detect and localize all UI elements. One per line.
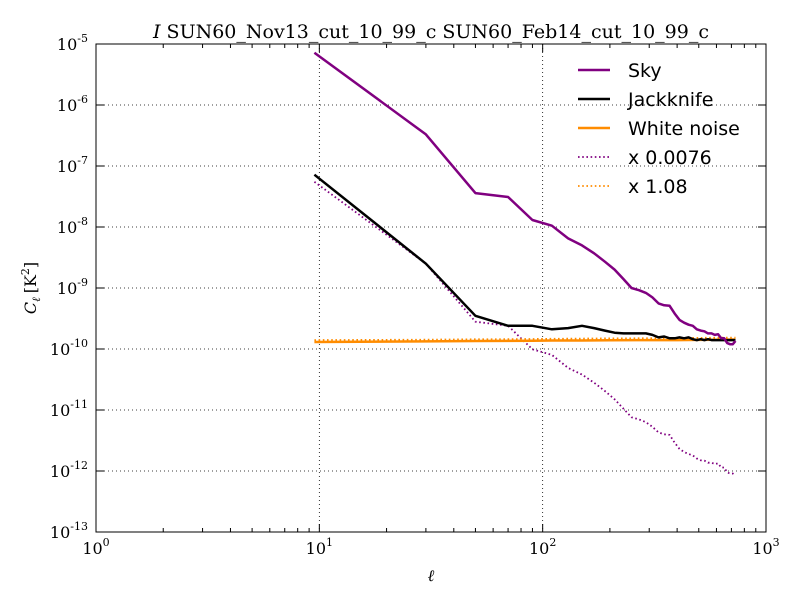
y-tick-base: 10 <box>50 523 70 542</box>
x-tick-label: 102 <box>529 536 556 558</box>
series-line-x-1-08 <box>314 336 736 342</box>
y-tick-base: 10 <box>57 279 77 298</box>
x-tick-exp: 1 <box>326 536 333 549</box>
y-axis-label-bracket-open: [K <box>21 274 40 293</box>
y-tick-base: 10 <box>50 340 70 359</box>
y-tick-exp: -8 <box>77 215 88 228</box>
y-tick-exp: -12 <box>70 459 88 472</box>
y-tick-label: 10-13 <box>50 520 88 542</box>
y-tick-exp: -11 <box>70 398 88 411</box>
grid <box>96 44 766 532</box>
y-tick-exp: -6 <box>77 93 88 106</box>
series-line-jackknife <box>313 173 736 342</box>
y-tick-label: 10-5 <box>57 32 88 54</box>
chart-title: I SUN60_Nov13_cut_10_99_c SUN60_Feb14_cu… <box>152 21 709 43</box>
y-axis-label-sub: ℓ <box>30 297 43 302</box>
y-axis-label: Cℓ [K2] <box>19 262 43 314</box>
series-line-sky <box>313 51 737 346</box>
x-tick-exp: 2 <box>549 536 556 549</box>
x-tick-label: 101 <box>306 536 333 558</box>
chart-title-rest: SUN60_Nov13_cut_10_99_c SUN60_Feb14_cut_… <box>161 21 709 43</box>
y-tick-exp: -9 <box>77 276 88 289</box>
y-tick-exp: -13 <box>70 520 88 533</box>
ticks <box>95 43 767 533</box>
x-tick-labels: 100 101 102 103 <box>82 536 779 558</box>
x-axis-label: ℓ <box>428 566 435 585</box>
y-tick-base: 10 <box>57 218 77 237</box>
y-tick-label: 10-6 <box>57 93 88 115</box>
y-tick-base: 10 <box>50 401 70 420</box>
x-tick-base: 10 <box>82 539 102 558</box>
legend: Sky Jackknife White noise x 0.0076 x 1.08 <box>578 60 740 198</box>
x-tick-exp: 0 <box>103 536 110 549</box>
x-tick-base: 10 <box>306 539 326 558</box>
y-tick-base: 10 <box>57 35 77 54</box>
legend-label-x-1-08: x 1.08 <box>628 176 688 198</box>
y-tick-exp: -7 <box>77 154 88 167</box>
y-tick-label: 10-9 <box>57 276 88 298</box>
chart-title-italic: I <box>152 21 161 43</box>
legend-label-white-noise: White noise <box>628 118 740 140</box>
legend-label-sky: Sky <box>628 60 662 82</box>
y-tick-label: 10-12 <box>50 459 88 481</box>
y-tick-base: 10 <box>57 157 77 176</box>
legend-label-jackknife: Jackknife <box>627 89 713 111</box>
y-tick-exp: -5 <box>77 32 88 45</box>
x-tick-label: 103 <box>752 536 779 558</box>
x-tick-base: 10 <box>529 539 549 558</box>
y-tick-base: 10 <box>50 462 70 481</box>
x-tick-label: 100 <box>82 536 109 558</box>
y-tick-label: 10-7 <box>57 154 88 176</box>
legend-label-x-0-0076: x 0.0076 <box>628 147 712 169</box>
y-tick-label: 10-11 <box>50 398 88 420</box>
series-line-x-0-0076 <box>313 181 736 477</box>
y-tick-exp: -10 <box>70 337 88 350</box>
y-axis-label-main: C <box>21 302 40 314</box>
series-layer <box>313 51 737 477</box>
x-tick-base: 10 <box>752 539 772 558</box>
y-tick-label: 10-8 <box>57 215 88 237</box>
y-axis-label-bracket-close: ] <box>21 262 40 268</box>
x-tick-exp: 3 <box>773 536 780 549</box>
y-tick-base: 10 <box>57 96 77 115</box>
y-tick-label: 10-10 <box>50 337 88 359</box>
y-axis-label-sup: 2 <box>19 268 32 275</box>
